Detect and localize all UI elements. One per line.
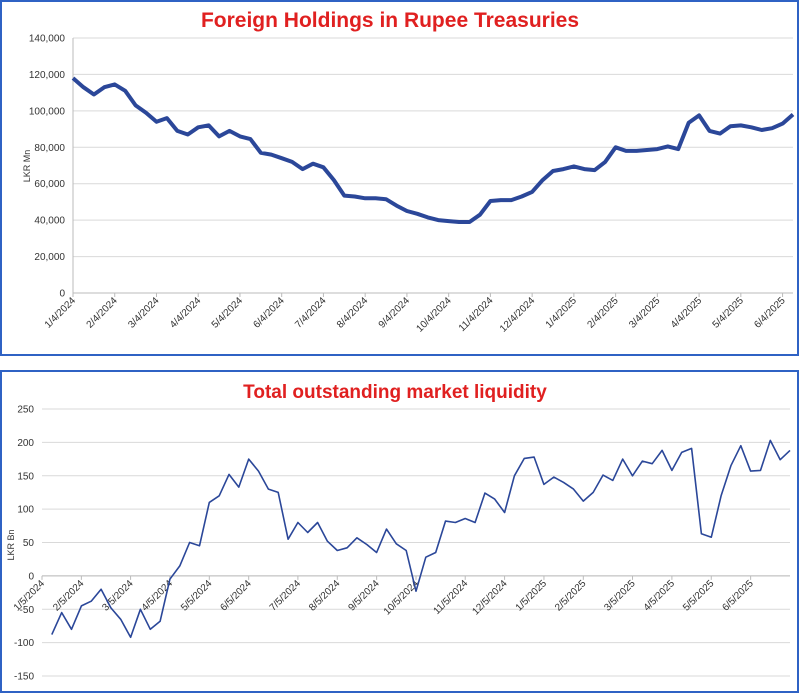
y-tick-label: 250 [17, 405, 34, 416]
x-tick-label: 10/4/2024 [415, 295, 455, 335]
x-tick-label: 5/5/2025 [681, 578, 717, 614]
x-tick-label: 7/4/2024 [293, 295, 329, 331]
chart-title: Total outstanding market liquidity [243, 382, 547, 403]
y-tick-label: 200 [17, 438, 34, 449]
panel-border [0, 0, 799, 356]
data-line [71, 76, 795, 224]
x-tick-label: 9/5/2024 [346, 578, 382, 614]
y-tick-label: 20,000 [34, 252, 65, 263]
x-tick-label: 8/4/2024 [335, 295, 371, 331]
x-tick-label: 2/5/2024 [51, 578, 87, 614]
chart-title: Foreign Holdings in Rupee Treasuries [201, 9, 579, 32]
y-tick-label: -150 [14, 672, 34, 683]
x-tick-label: 6/4/2024 [252, 295, 288, 331]
x-tick-label: 7/5/2024 [268, 578, 304, 614]
x-tick-label: 3/5/2025 [602, 578, 638, 614]
x-tick-label: 4/5/2024 [140, 578, 176, 614]
x-tick-label: 2/4/2024 [85, 295, 121, 331]
y-axis-label: LKR Mn [22, 150, 32, 183]
y-tick-label: -50 [20, 605, 35, 616]
x-tick-label: 3/4/2024 [126, 295, 162, 331]
x-tick-label: 11/4/2024 [457, 295, 496, 334]
x-tick-label: 4/4/2024 [168, 295, 204, 331]
x-tick-label: 6/5/2025 [720, 578, 756, 614]
x-tick-label: 12/5/2024 [470, 578, 510, 618]
x-tick-label: 10/5/2024 [382, 578, 422, 618]
x-tick-label: 2/4/2025 [585, 295, 621, 331]
x-tick-label: 6/5/2024 [218, 578, 254, 614]
y-tick-label: 0 [28, 571, 34, 582]
y-tick-label: 100,000 [29, 106, 66, 117]
y-tick-label: 150 [17, 471, 34, 482]
x-tick-label: 1/4/2024 [43, 295, 79, 331]
x-tick-label: 2/5/2025 [553, 578, 589, 614]
x-tick-label: 9/4/2024 [377, 295, 413, 331]
x-tick-label: 8/5/2024 [307, 578, 343, 614]
y-tick-label: 0 [59, 289, 65, 300]
x-tick-label: 1/4/2025 [544, 295, 580, 331]
x-tick-label: 4/4/2025 [669, 295, 705, 331]
x-tick-label: 3/4/2025 [627, 295, 663, 331]
y-tick-label: 140,000 [29, 34, 66, 45]
y-tick-label: 120,000 [29, 70, 66, 81]
x-tick-label: 12/4/2024 [498, 295, 538, 335]
y-tick-label: 100 [17, 505, 34, 516]
x-tick-label: 3/5/2024 [100, 578, 136, 614]
y-tick-label: 80,000 [34, 143, 65, 154]
y-tick-label: -100 [14, 638, 34, 649]
x-tick-label: 1/5/2025 [514, 578, 550, 614]
panel-border [0, 370, 799, 693]
x-tick-label: 11/5/2024 [432, 578, 471, 617]
data-line [51, 439, 791, 639]
y-tick-label: 50 [23, 538, 35, 549]
x-tick-label: 5/4/2025 [711, 295, 747, 331]
y-tick-label: 40,000 [34, 216, 65, 227]
x-tick-label: 5/5/2024 [179, 578, 215, 614]
x-tick-label: 6/4/2025 [752, 295, 788, 331]
x-tick-label: 4/5/2025 [642, 578, 678, 614]
x-tick-label: 5/4/2024 [210, 295, 246, 331]
y-tick-label: 60,000 [34, 179, 65, 190]
y-axis-label: LKR Bn [6, 529, 16, 560]
